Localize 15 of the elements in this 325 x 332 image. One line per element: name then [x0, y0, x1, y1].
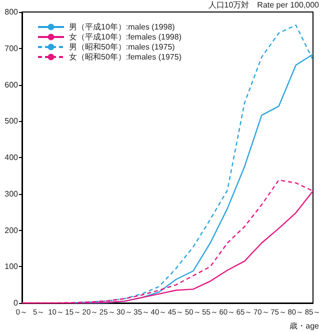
legend-label: 男（平成10年）:males (1998) [69, 22, 176, 32]
y-tick-label: 500 [4, 116, 19, 126]
legend-label: 男（昭和50年）:males (1975) [69, 42, 176, 52]
y-axis-title: 人口10万対 Rate per 100,000 [208, 0, 320, 10]
x-axis-title: 歳・age [290, 322, 320, 330]
legend-label: 女（昭和50年）:females (1975) [69, 52, 182, 62]
y-tick-label: 400 [4, 153, 19, 162]
y-tick-label: 600 [4, 80, 19, 90]
y-tick-label: 100 [4, 262, 19, 272]
y-tick-label: 800 [4, 8, 19, 16]
legend-label: 女（平成10年）:females (1998) [69, 32, 182, 42]
y-tick-label: 200 [4, 226, 19, 235]
y-tick-label: 700 [4, 44, 19, 53]
y-tick-label: 300 [4, 189, 19, 198]
y-tick-label: 0 [14, 298, 19, 308]
